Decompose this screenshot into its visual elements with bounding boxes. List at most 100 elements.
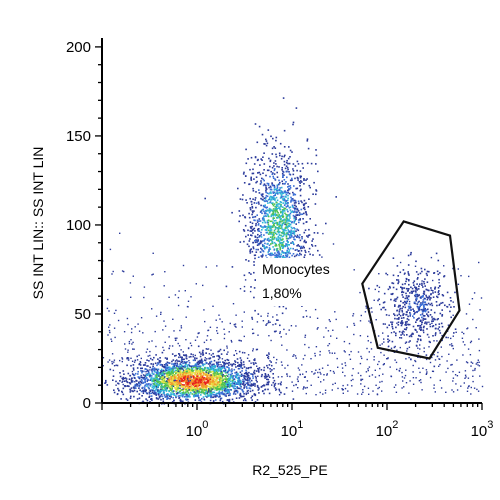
event-dot [273,233,275,235]
event-dot [286,239,288,242]
event-dot [151,369,153,372]
event-dot [464,344,466,346]
event-dot [297,200,300,203]
event-dot [272,213,275,215]
event-dot [254,401,257,403]
event-dot [259,173,262,176]
event-dot [408,307,410,309]
event-dot [428,289,430,292]
event-dot [213,374,216,377]
event-dot [137,370,139,373]
event-dot [146,399,149,402]
event-dot [243,240,245,243]
event-dot [397,324,400,326]
event-dot [114,336,116,339]
event-dot [226,358,228,361]
event-dot [235,371,238,373]
event-dot [280,227,282,229]
event-dot [260,231,262,234]
event-dot [302,218,304,220]
event-dot [157,391,159,393]
event-dot [387,338,389,341]
event-dot [282,182,284,185]
event-dot [292,173,295,176]
event-dot [383,292,386,295]
event-dot [281,155,283,158]
event-dot [412,325,415,328]
event-dot [272,198,274,200]
event-dot [194,387,196,390]
event-dot [185,399,188,401]
event-dot [258,388,260,390]
event-dot [420,304,423,306]
event-dot [291,199,293,202]
event-dot [156,380,158,383]
event-dot [179,370,182,373]
event-dot [252,198,254,200]
event-dot [196,363,198,365]
event-dot [279,192,282,195]
event-dot [278,252,281,255]
event-dot [275,219,277,222]
event-dot [478,349,481,352]
event-dot [139,389,141,391]
event-dot [287,225,290,228]
event-dot [194,366,197,368]
event-dot [204,393,206,395]
event-dot [197,385,199,388]
event-dot [165,394,168,396]
event-dot [401,294,404,296]
event-dot [125,385,127,387]
event-dot [421,282,423,285]
event-dot [379,367,381,370]
event-dot [281,180,283,183]
event-dot [151,369,153,371]
event-dot [382,301,385,304]
event-dot [231,363,234,366]
event-dot [195,367,197,369]
event-dot [165,365,167,367]
event-dot [158,375,160,377]
event-dot [160,381,162,383]
event-dot [197,374,199,376]
event-dot [122,370,125,372]
event-dot [232,376,234,378]
event-dot [194,399,197,401]
event-dot [227,394,230,397]
event-dot [301,305,303,307]
event-dot [198,397,200,399]
event-dot [192,380,194,383]
event-dot [293,217,295,220]
event-dot [170,368,172,371]
event-dot [196,382,199,385]
event-dot [303,239,306,242]
event-dot [277,216,279,219]
event-dot [301,236,303,238]
event-dot [186,376,188,378]
event-dot [329,320,331,323]
event-dot [270,186,272,189]
event-dot [288,188,290,190]
event-dot [193,382,195,385]
event-dot [269,236,272,238]
event-dot [252,232,254,234]
event-dot [274,226,277,229]
event-dot [294,208,296,211]
event-dot [430,297,432,299]
event-dot [256,384,259,387]
event-dot [156,377,158,380]
event-dot [240,386,242,388]
event-dot [408,279,410,282]
event-dot [331,352,333,354]
event-dot [189,375,191,377]
event-dot [273,198,275,200]
event-dot [299,182,301,184]
event-dot [279,218,282,221]
event-dot [397,282,399,285]
event-dot [411,287,414,290]
event-dot [256,365,258,367]
event-dot [422,303,424,305]
event-dot [404,297,407,300]
event-dot [272,177,275,179]
event-dot [168,347,170,350]
